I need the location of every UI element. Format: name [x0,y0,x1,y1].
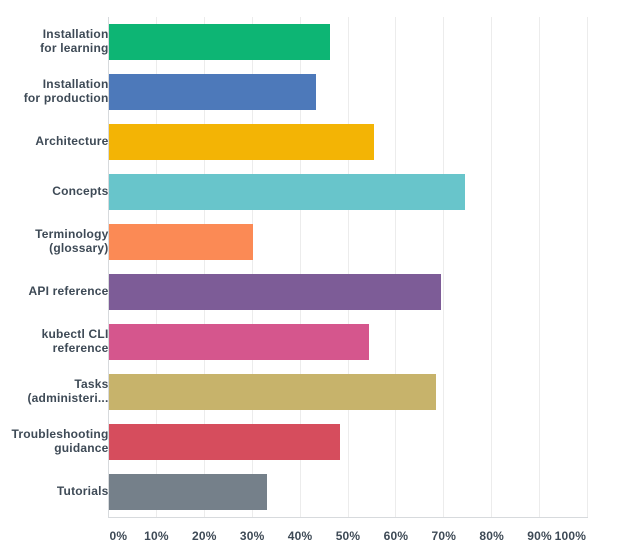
bar-installation-for-production[interactable] [108,73,316,110]
bar-tutorials[interactable] [108,473,268,510]
y-axis-line [108,16,109,517]
x-tick-label: 10% [144,529,169,543]
x-tick-label: 30% [239,529,265,543]
x-gridline [347,16,349,517]
bar-tasks-administeri[interactable] [108,373,437,410]
x-gridline [251,16,253,517]
x-gridline [539,16,541,517]
category-label: Architecture [35,133,109,148]
x-tick-label: 90% [527,529,552,543]
bar-architecture[interactable] [108,123,374,160]
bar-terminology-glossary[interactable] [108,223,253,260]
category-label: kubectl CLI reference [41,327,109,355]
category-label: Tasks (administeri... [27,377,109,405]
x-gridline [155,16,157,517]
x-gridline [491,16,493,517]
bar-concepts[interactable] [108,173,465,210]
x-gridline [395,16,397,517]
x-tick-label: 50% [335,529,361,543]
x-gridline [203,16,205,517]
bar-troubleshooting-guidance[interactable] [108,423,340,460]
category-label: Troubleshooting guidance [11,427,109,455]
x-gridline [299,16,301,517]
x-gridline [587,16,588,517]
category-label: API reference [28,283,109,298]
category-label: Terminology (glossary) [35,227,109,255]
category-label: Installation for learning [40,27,109,55]
x-tick-label: 60% [383,529,409,543]
category-label: Tutorials [56,483,109,498]
bar-installation-for-learning[interactable] [108,23,331,60]
category-label: Installation for production [23,77,109,105]
x-tick-label: 20% [191,529,217,543]
x-tick-label: 40% [287,529,313,543]
bar-kubectl-cli-reference[interactable] [108,323,370,360]
x-tick-label: 80% [479,529,504,543]
category-label: Concepts [52,183,109,198]
x-axis-line [108,516,588,518]
x-tick-label: 70% [431,529,457,543]
x-tick-label: 100% [554,529,587,543]
bar-api-reference[interactable] [108,273,442,310]
x-gridline [443,16,445,517]
x-tick-label: 0% [109,529,128,543]
